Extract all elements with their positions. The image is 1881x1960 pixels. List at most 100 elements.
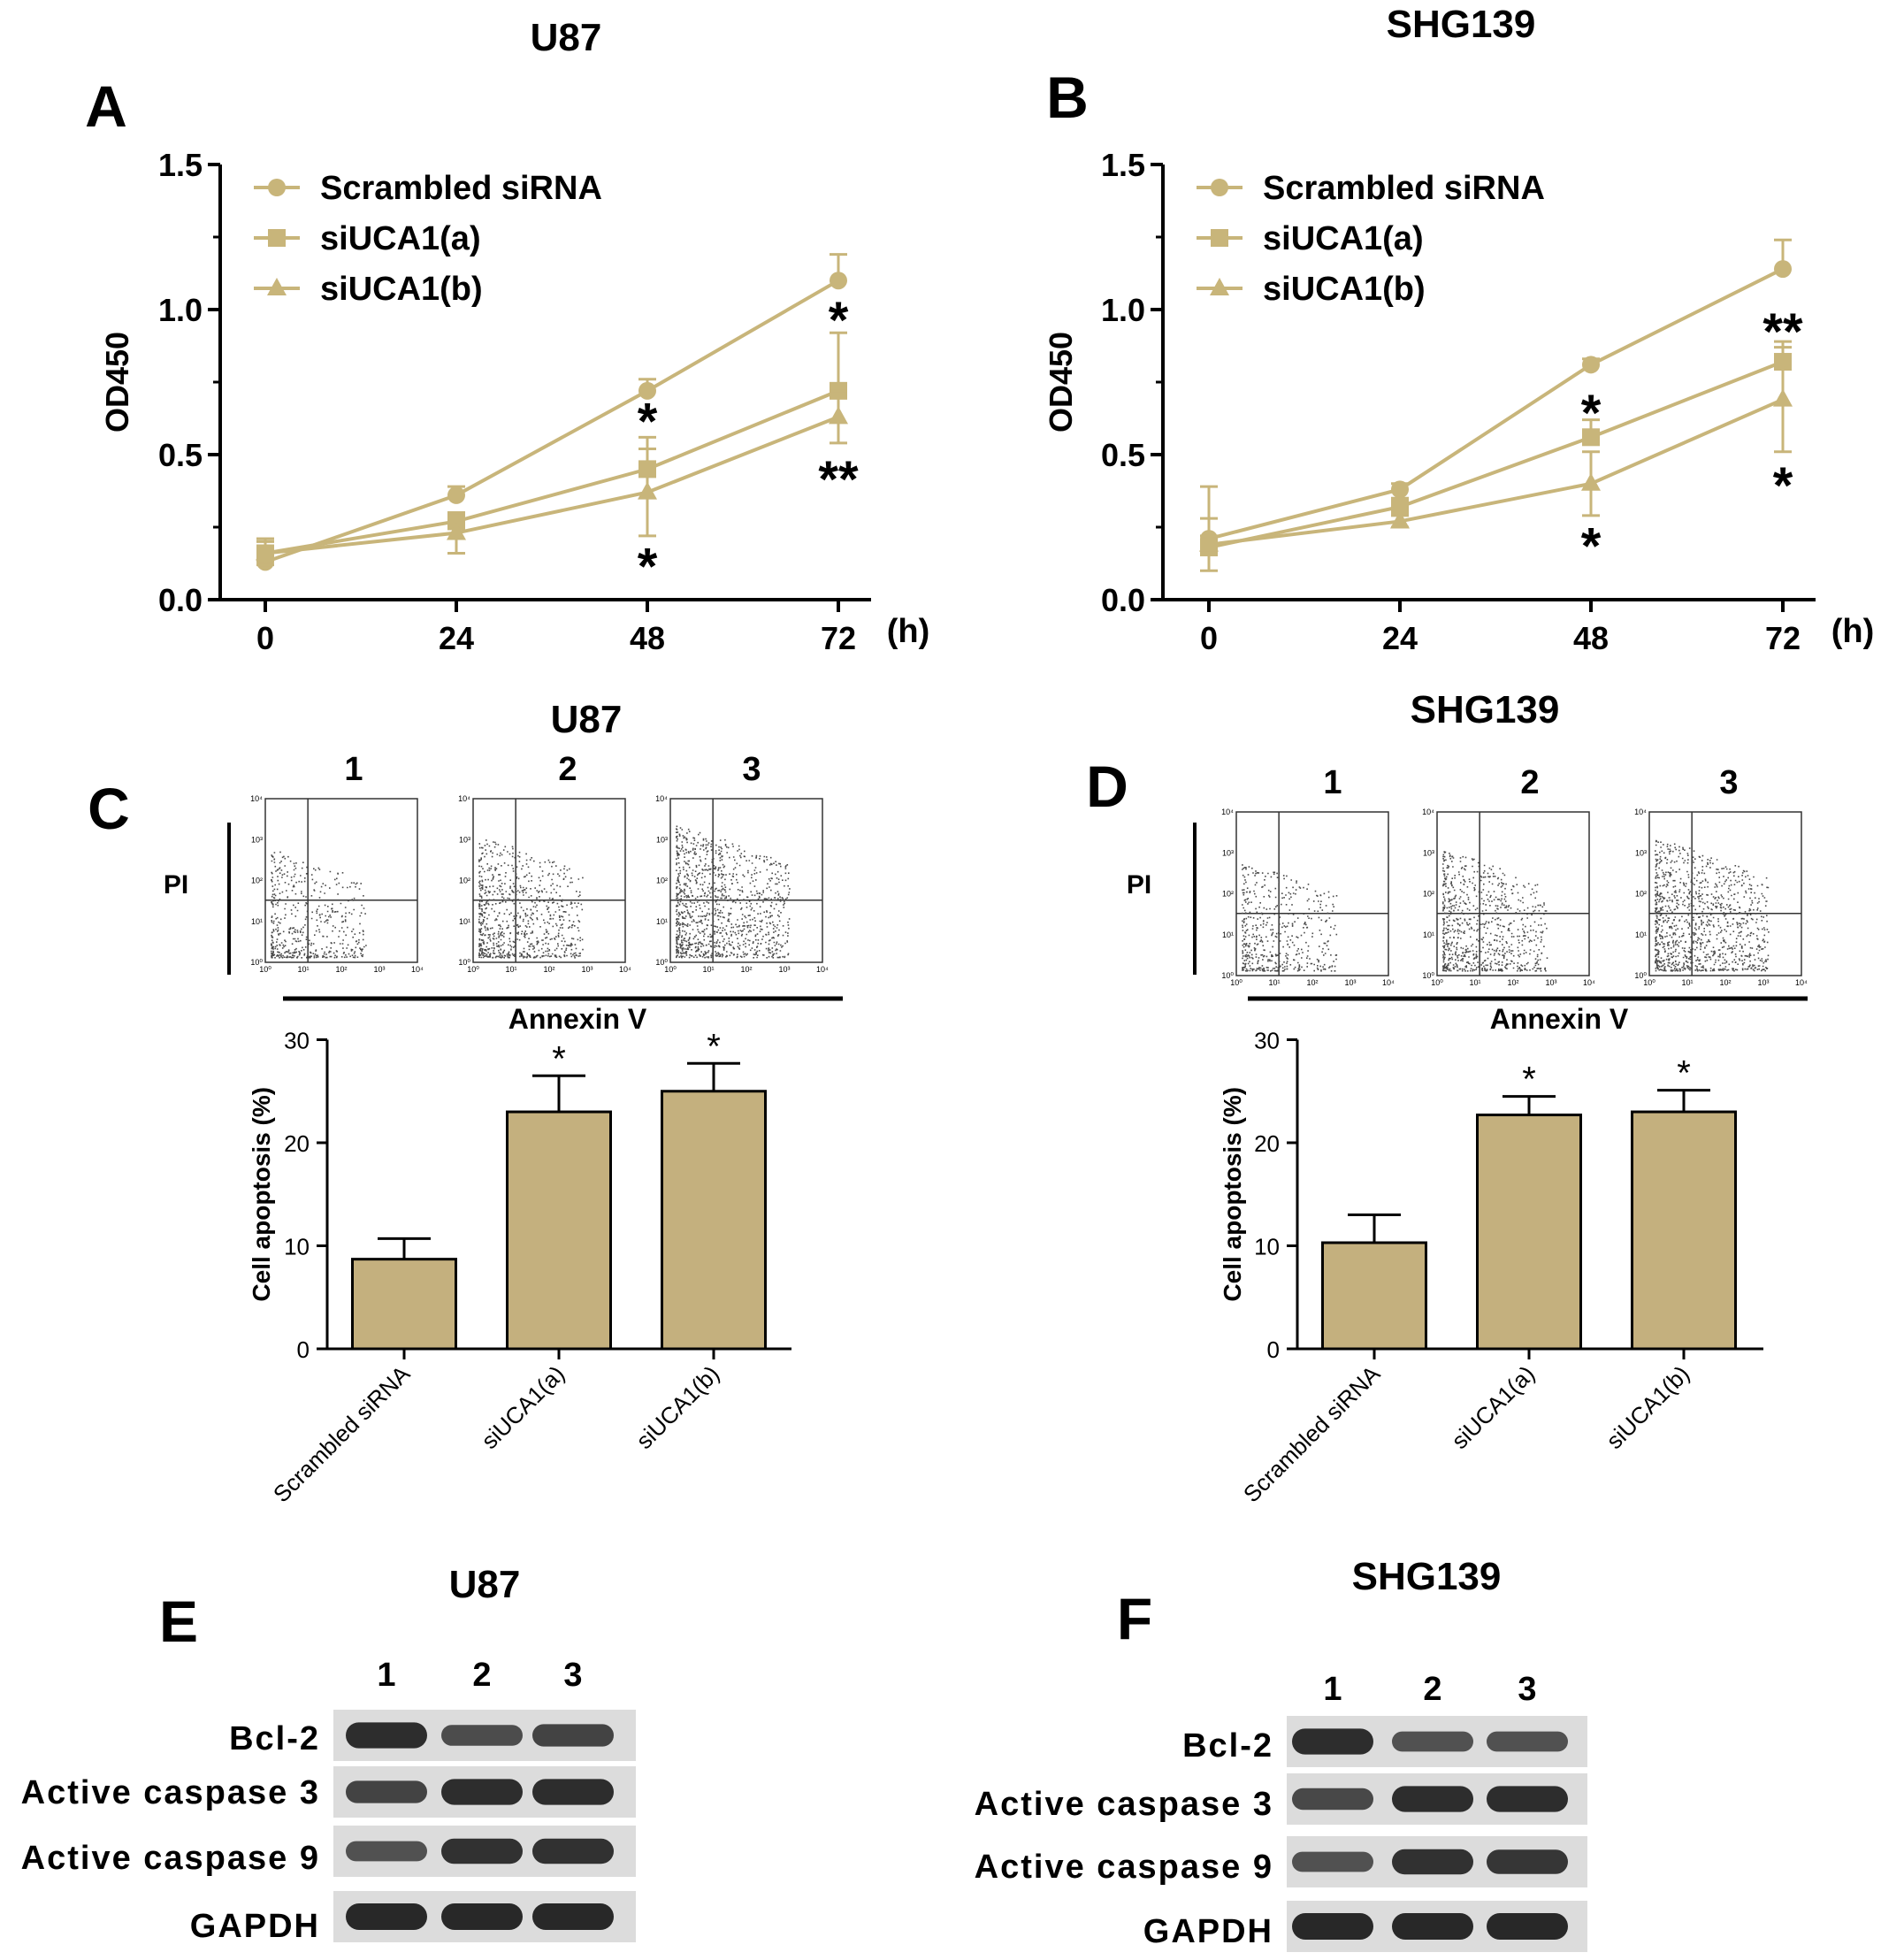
flow-tick-x: 10⁰ — [1643, 978, 1655, 987]
blot-band — [441, 1838, 523, 1864]
legend-marker — [268, 229, 286, 247]
flow-tick-x: 10¹ — [505, 965, 516, 974]
series-line — [1208, 267, 1784, 541]
flow-tick-x: 10⁰ — [1230, 978, 1243, 987]
lane-number: 3 — [1719, 764, 1738, 801]
blot-band — [441, 1779, 523, 1805]
panel-title: U87 — [449, 1563, 521, 1606]
flow-plot-frame — [1648, 811, 1802, 976]
flow-tick-y: 10² — [1222, 890, 1234, 899]
flow-tick-x: 10² — [1719, 978, 1731, 987]
y-tick-label: 0.5 — [1101, 437, 1145, 473]
bar — [1321, 1241, 1427, 1351]
lane-number: 3 — [1518, 1671, 1536, 1708]
x-tick-label: 72 — [1765, 620, 1801, 656]
panel-letter: A — [85, 73, 127, 139]
lane-number: 2 — [558, 751, 577, 788]
flow-tick-x: 10² — [740, 965, 752, 974]
category-label: siUCA1(b) — [1601, 1360, 1694, 1454]
data-point — [1391, 480, 1409, 499]
scatter-dots — [1242, 864, 1338, 972]
x-axis-unit: (h) — [1831, 613, 1875, 650]
blot-band — [346, 1903, 427, 1930]
flow-tick-x: 10⁴ — [816, 965, 829, 974]
flow-tick-x: 10³ — [581, 965, 593, 974]
scatter-dots — [1442, 851, 1548, 972]
western-blot-E: U87 E 1 2 3 Bcl-2 Active caspase 3 Active caspa… — [21, 1563, 636, 1945]
blot-band — [1292, 1788, 1373, 1811]
flow-tick-y: 10⁰ — [655, 958, 668, 967]
x-tick-label: 72 — [821, 620, 856, 656]
flow-plot-frame — [669, 798, 823, 963]
flow-tick-y: 10⁰ — [250, 958, 263, 967]
flow-plot-3: 10⁰ 10¹ 10² 10³ 10⁴ 10⁰ 10¹ 10² 10³ 10⁴ — [1634, 808, 1808, 987]
flow-tick-x: 10² — [1507, 978, 1518, 987]
data-point — [1773, 388, 1793, 407]
data-point — [829, 406, 848, 425]
panel-letter: D — [1086, 754, 1128, 819]
significance-star: * — [638, 539, 658, 596]
pi-label: PI — [164, 870, 188, 900]
flow-plot-frame — [264, 798, 418, 963]
bar — [1476, 1114, 1582, 1351]
data-point — [447, 522, 466, 540]
series-2 — [256, 389, 848, 567]
flow-tick-y: 10¹ — [1423, 930, 1434, 939]
flow-tick-y: 10³ — [656, 835, 668, 844]
significance-star: * — [1677, 1054, 1691, 1093]
flow-plot-2: 10⁰ 10¹ 10² 10³ 10⁴ 10⁰ 10¹ 10² 10³ 10⁴ — [458, 794, 631, 974]
legend-marker — [1211, 179, 1228, 196]
lane-number: 3 — [563, 1657, 582, 1694]
y-tick-label: 20 — [1254, 1130, 1280, 1157]
flow-tick-x: 10³ — [778, 965, 790, 974]
chart-title: U87 — [531, 16, 602, 59]
legend-label: Scrambled siRNA — [1263, 170, 1545, 207]
lane-number: 2 — [472, 1657, 491, 1694]
y-tick-label: 30 — [1254, 1028, 1280, 1054]
blot-band — [532, 1903, 614, 1930]
flow-tick-x: 10⁴ — [411, 965, 424, 974]
flow-tick-y: 10⁰ — [1422, 971, 1434, 980]
protein-label: GAPDH — [190, 1908, 320, 1945]
legend-marker — [268, 179, 286, 196]
y-axis-label: Cell apoptosis (%) — [248, 1087, 275, 1302]
flow-tick-y: 10¹ — [1222, 930, 1234, 939]
protein-label: Bcl-2 — [1182, 1727, 1273, 1765]
category-label: Scrambled siRNA — [268, 1360, 416, 1508]
panel-letter: C — [88, 776, 130, 841]
protein-label: Active caspase 9 — [21, 1840, 320, 1877]
flow-tick-y: 10² — [656, 877, 668, 885]
legend-label: siUCA1(a) — [320, 220, 481, 257]
flow-tick-y: 10⁴ — [1422, 808, 1434, 816]
legend-label: siUCA1(b) — [320, 271, 483, 308]
scatter-dots — [271, 851, 367, 959]
flow-tick-y: 10⁰ — [1221, 971, 1234, 980]
data-point — [1199, 533, 1219, 552]
category-label: siUCA1(b) — [631, 1360, 724, 1454]
blot-band — [441, 1725, 523, 1746]
significance-star: * — [638, 394, 658, 451]
panel-title: SHG139 — [1352, 1555, 1502, 1598]
legend-label: siUCA1(b) — [1263, 271, 1426, 308]
blot-band — [1487, 1913, 1568, 1940]
data-point — [1774, 260, 1792, 279]
series-line — [1208, 397, 1784, 547]
x-tick-label: 48 — [1573, 620, 1609, 656]
legend-marker — [1211, 229, 1228, 247]
bar — [506, 1110, 612, 1351]
category-label: Scrambled siRNA — [1238, 1360, 1386, 1508]
x-axis-unit: (h) — [887, 613, 930, 650]
y-axis-label: OD450 — [99, 332, 135, 433]
blot-band — [532, 1724, 614, 1747]
bar-chart: 0 10 20 30 Cell apoptosis (%) Scrambled siRNA… — [248, 1027, 791, 1507]
x-tick-label: 0 — [1200, 620, 1218, 656]
panel-letter: B — [1046, 65, 1089, 130]
lane-number: 2 — [1520, 764, 1539, 801]
western-blot-F: SHG139 F 1 2 3 Bcl-2 Active caspase 3 Active ca… — [975, 1555, 1587, 1952]
series-line — [264, 415, 839, 555]
annexin-label: Annexin V — [1490, 1003, 1629, 1035]
significance-star: * — [552, 1039, 566, 1078]
series-line — [264, 279, 839, 564]
